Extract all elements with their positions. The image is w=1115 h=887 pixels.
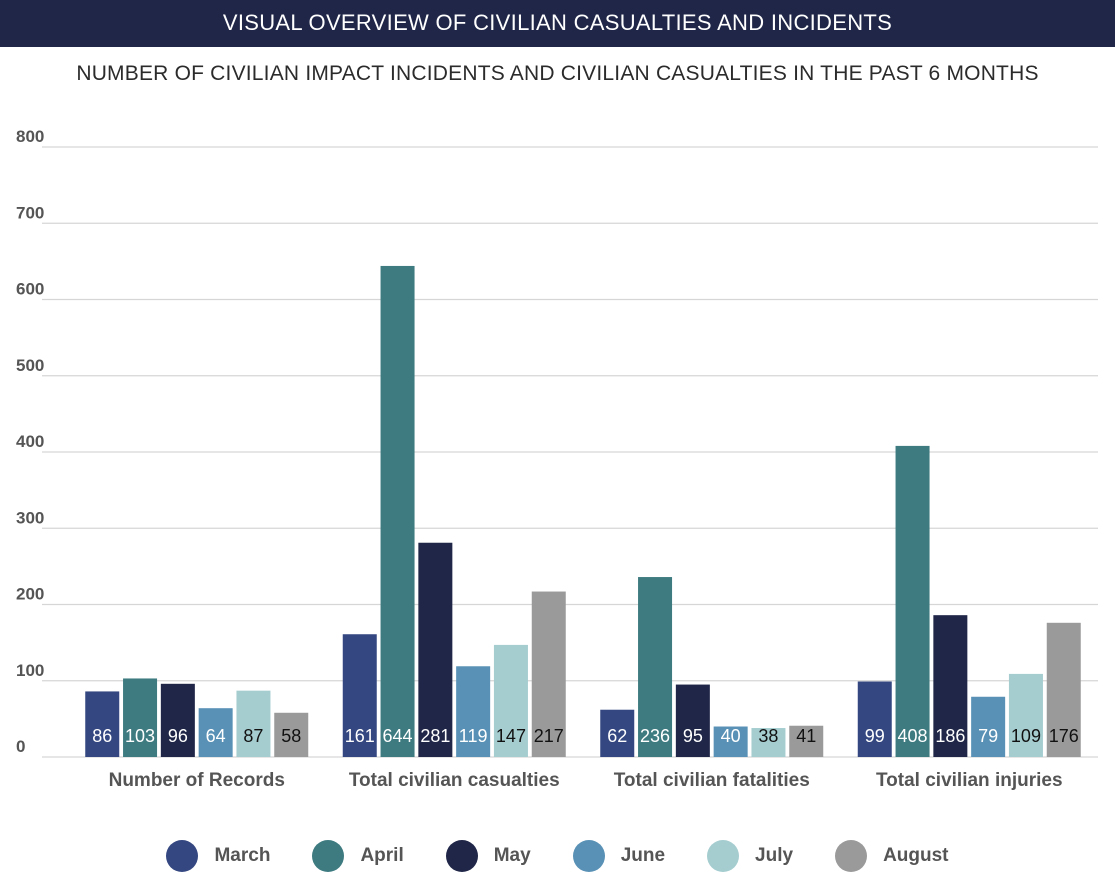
x-category-label: Total civilian casualties bbox=[349, 770, 560, 791]
bar-value-label: 96 bbox=[168, 726, 188, 746]
bar-value-label: 38 bbox=[758, 726, 778, 746]
bar-value-label: 176 bbox=[1049, 726, 1079, 746]
bar-value-label: 103 bbox=[125, 726, 155, 746]
bar bbox=[381, 266, 415, 757]
y-tick-label: 0 bbox=[16, 737, 25, 756]
legend-swatch bbox=[573, 840, 605, 872]
legend-item: June bbox=[573, 840, 665, 872]
bar-value-label: 58 bbox=[281, 726, 301, 746]
bar-value-label: 644 bbox=[383, 726, 413, 746]
bar-value-label: 161 bbox=[345, 726, 375, 746]
y-tick-label: 200 bbox=[16, 585, 44, 604]
bar-value-label: 79 bbox=[978, 726, 998, 746]
bar-value-label: 86 bbox=[92, 726, 112, 746]
x-category-label: Number of Records bbox=[109, 770, 285, 791]
legend-swatch bbox=[835, 840, 867, 872]
chart-legend: March April May June July August bbox=[0, 840, 1115, 872]
legend-item: May bbox=[446, 840, 531, 872]
bar-chart: 0 100 200 300 400 500 600 700 800 86 103 96 64 87 58 Nu… bbox=[0, 0, 1115, 830]
legend-label: July bbox=[755, 845, 793, 867]
legend-swatch bbox=[446, 840, 478, 872]
bar bbox=[676, 685, 710, 757]
bar-value-label: 217 bbox=[534, 726, 564, 746]
bar-value-label: 119 bbox=[459, 726, 488, 746]
x-category-label: Total civilian injuries bbox=[876, 770, 1063, 791]
y-tick-label: 700 bbox=[16, 203, 44, 222]
bar-value-label: 147 bbox=[496, 726, 526, 746]
legend-swatch bbox=[707, 840, 739, 872]
bar-value-label: 109 bbox=[1011, 726, 1041, 746]
bar-value-label: 64 bbox=[206, 726, 226, 746]
y-tick-label: 500 bbox=[16, 356, 44, 375]
legend-swatch bbox=[166, 840, 198, 872]
legend-item: July bbox=[707, 840, 793, 872]
y-tick-label: 800 bbox=[16, 127, 44, 146]
bar-value-label: 186 bbox=[935, 726, 965, 746]
legend-label: August bbox=[883, 845, 948, 867]
y-tick-label: 100 bbox=[16, 661, 44, 680]
legend-item: April bbox=[312, 840, 403, 872]
bar bbox=[85, 691, 119, 757]
bar bbox=[896, 446, 930, 757]
bar-value-label: 40 bbox=[721, 726, 741, 746]
bar bbox=[418, 543, 452, 757]
legend-label: April bbox=[360, 845, 403, 867]
bar-value-label: 236 bbox=[640, 726, 670, 746]
bar-value-label: 408 bbox=[898, 726, 928, 746]
bar-value-label: 281 bbox=[420, 726, 450, 746]
bar-value-label: 62 bbox=[607, 726, 627, 746]
bar-value-label: 41 bbox=[796, 726, 816, 746]
legend-label: May bbox=[494, 845, 531, 867]
bar-value-label: 87 bbox=[243, 726, 263, 746]
bar bbox=[161, 684, 195, 757]
legend-label: June bbox=[621, 845, 665, 867]
legend-item: March bbox=[166, 840, 270, 872]
x-category-label: Total civilian fatalities bbox=[614, 770, 810, 791]
bar bbox=[236, 691, 270, 757]
bar-value-label: 99 bbox=[865, 726, 885, 746]
bar-value-label: 95 bbox=[683, 726, 703, 746]
legend-swatch bbox=[312, 840, 344, 872]
y-tick-label: 600 bbox=[16, 280, 44, 299]
legend-item: August bbox=[835, 840, 948, 872]
y-tick-label: 300 bbox=[16, 508, 44, 527]
y-tick-label: 400 bbox=[16, 432, 44, 451]
legend-label: March bbox=[214, 845, 270, 867]
